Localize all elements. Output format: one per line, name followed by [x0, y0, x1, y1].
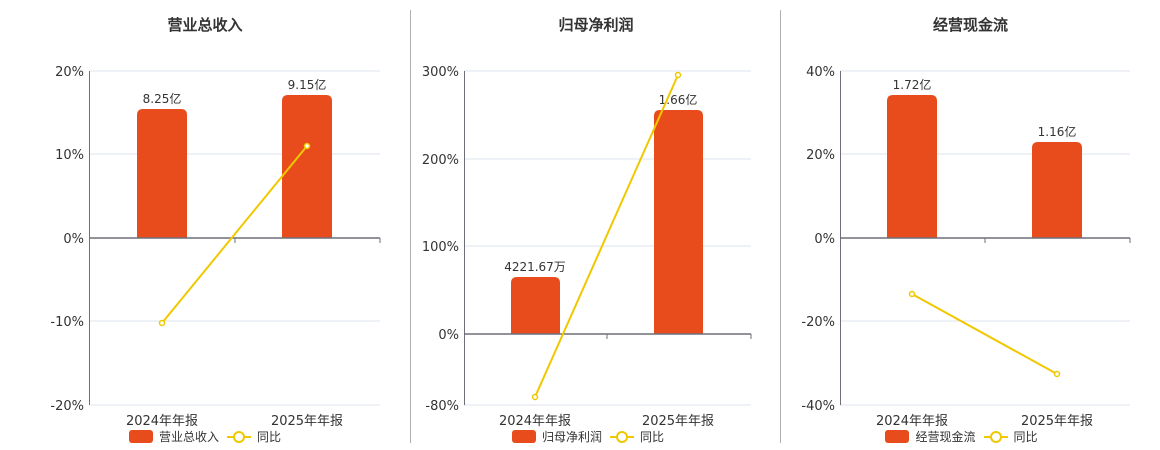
panel-divider: [780, 10, 781, 443]
chart-title: 归母净利润: [558, 16, 634, 34]
y-tick: 0%: [438, 328, 459, 343]
legend-item-bar[interactable]: 营业总收入: [128, 428, 219, 445]
legend-item-bar[interactable]: 归母净利润: [511, 428, 602, 445]
bar-label: 8.25亿: [143, 91, 182, 106]
y-tick: -40%: [801, 399, 835, 414]
bar-2024: [137, 109, 187, 238]
y-tick: 100%: [422, 240, 459, 255]
y-tick: 300%: [422, 65, 459, 80]
y-tick: -80%: [425, 399, 459, 414]
bar-swatch-icon: [511, 430, 536, 443]
y-tick: -20%: [50, 399, 84, 414]
legend: 经营现金流 同比: [763, 428, 1160, 445]
legend-item-yoy[interactable]: 同比: [227, 428, 281, 445]
chart-panel-operating-cash-flow: 经营现金流 40% 20% 0% -20% -40% 1.72亿 1.16亿 2…: [781, 0, 1160, 450]
panel-divider: [410, 10, 411, 443]
bar-2025: [654, 110, 703, 334]
bar-2024: [887, 95, 937, 238]
bar-label: 9.15亿: [288, 77, 327, 92]
bar-2024: [511, 277, 560, 334]
x-tick: 2025年年报: [1021, 414, 1093, 429]
x-tick: 2025年年报: [642, 414, 714, 429]
chart-panel-net-profit: 归母净利润 300% 200% 100% 0% -80% 4221.67万 1.…: [411, 0, 781, 450]
bar-2025: [282, 95, 332, 238]
bar-2025: [1032, 142, 1082, 238]
y-tick: 0%: [63, 232, 84, 247]
y-tick: 40%: [806, 65, 835, 80]
legend-item-yoy[interactable]: 同比: [610, 428, 664, 445]
legend-item-bar[interactable]: 经营现金流: [885, 428, 976, 445]
bar-label: 1.72亿: [893, 77, 932, 92]
legend-item-yoy[interactable]: 同比: [983, 428, 1038, 445]
line-marker-icon: [983, 430, 1008, 443]
y-tick: 20%: [806, 148, 835, 163]
chart-operating-cash-flow: 40% 20% 0% -20% -40% 1.72亿 1.16亿 2024年年报…: [801, 65, 1131, 429]
chart-title: 营业总收入: [167, 16, 243, 34]
x-tick: 2024年年报: [876, 414, 948, 429]
y-tick: 200%: [422, 153, 459, 168]
chart-title: 经营现金流: [932, 16, 1008, 34]
bar-swatch-icon: [885, 430, 910, 443]
x-tick: 2024年年报: [499, 414, 571, 429]
bar-label: 4221.67万: [504, 260, 566, 274]
y-tick: -10%: [50, 315, 84, 330]
chart-panel-revenue: 营业总收入 20% 10% 0% -10% -20% 8.25亿 9.15亿 2…: [0, 0, 410, 450]
y-tick: 20%: [55, 65, 84, 80]
x-tick: 2024年年报: [126, 414, 198, 429]
bar-label: 1.16亿: [1038, 124, 1077, 139]
chart-net-profit: 300% 200% 100% 0% -80% 4221.67万 1.66亿 20…: [422, 65, 752, 429]
line-marker-icon: [610, 430, 634, 443]
y-tick: 10%: [55, 148, 84, 163]
legend: 营业总收入 同比: [0, 428, 410, 445]
chart-revenue: 20% 10% 0% -10% -20% 8.25亿 9.15亿 2024年年报…: [50, 65, 381, 429]
bar-swatch-icon: [128, 430, 153, 443]
y-tick: 0%: [814, 232, 835, 247]
legend: 归母净利润 同比: [395, 428, 781, 445]
y-tick: -20%: [801, 315, 835, 330]
x-tick: 2025年年报: [271, 414, 343, 429]
line-marker-icon: [227, 430, 251, 443]
